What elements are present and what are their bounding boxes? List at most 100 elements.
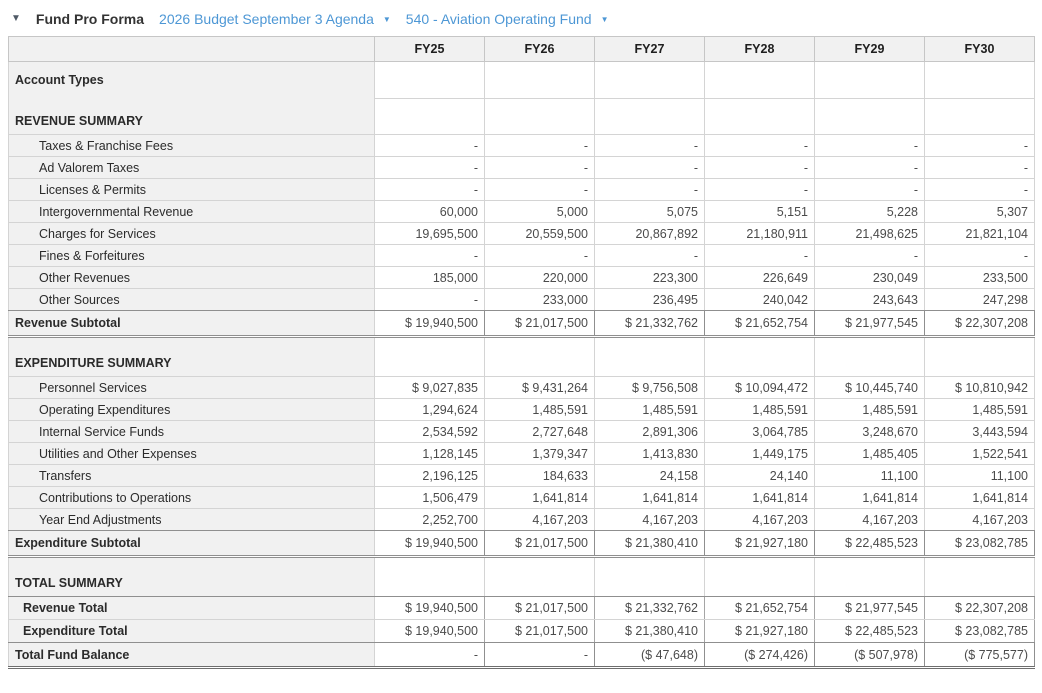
cell-value: 230,049 [814, 266, 925, 289]
cell-value: 4,167,203 [924, 508, 1035, 531]
table-row: Charges for Services 19,695,500 20,559,500… [8, 222, 1035, 245]
table-row: Revenue Subtotal $ 19,940,500 $ 21,017,500… [8, 310, 1035, 338]
cell-value [594, 336, 705, 377]
cell-value: 2,727,648 [484, 420, 595, 443]
cell-value: - [374, 134, 485, 157]
cell-value: 1,294,624 [374, 398, 485, 421]
table-row: Operating Expenditures 1,294,624 1,485,591… [8, 398, 1035, 421]
cell-value: 1,413,830 [594, 442, 705, 465]
cell-value: 1,449,175 [704, 442, 815, 465]
cell-value: ($ 775,577) [924, 642, 1035, 669]
cell-value: 1,641,814 [924, 486, 1035, 509]
cell-value: $ 21,017,500 [484, 530, 595, 558]
cell-value: 236,495 [594, 288, 705, 311]
table-row: Expenditure Total $ 19,940,500 $ 21,017,50… [8, 619, 1035, 643]
cell-value: ($ 47,648) [594, 642, 705, 669]
cell-value: $ 21,977,545 [814, 310, 925, 338]
cell-value: - [814, 156, 925, 179]
cell-value [374, 556, 485, 597]
cell-value [924, 98, 1035, 135]
table-row: Intergovernmental Revenue 60,000 5,000 5,07… [8, 200, 1035, 223]
row-label: Taxes & Franchise Fees [8, 134, 375, 157]
cell-value: 185,000 [374, 266, 485, 289]
cell-value: 1,522,541 [924, 442, 1035, 465]
cell-value: $ 10,094,472 [704, 376, 815, 399]
column-header: FY29 [814, 36, 925, 62]
row-label: Intergovernmental Revenue [8, 200, 375, 223]
cell-value: - [814, 244, 925, 267]
corner-header [8, 36, 375, 62]
column-header: FY28 [704, 36, 815, 62]
cell-value: - [374, 642, 485, 669]
page-title: Fund Pro Forma [35, 11, 145, 27]
cell-value: - [374, 288, 485, 311]
cell-value [704, 336, 815, 377]
cell-value: 60,000 [374, 200, 485, 223]
column-header: FY26 [484, 36, 595, 62]
fund-dropdown-label: 540 - Aviation Operating Fund [405, 11, 592, 27]
collapse-icon[interactable]: ▼ [11, 13, 21, 24]
cell-value [924, 336, 1035, 377]
row-label: Other Revenues [8, 266, 375, 289]
cell-value: $ 21,380,410 [594, 530, 705, 558]
table-row: Total Fund Balance - - ($ 47,648) ($ 274,426… [8, 642, 1035, 669]
cell-value: - [484, 134, 595, 157]
cell-value: 233,500 [924, 266, 1035, 289]
cell-value: 24,140 [704, 464, 815, 487]
cell-value [484, 336, 595, 377]
cell-value: 1,485,591 [594, 398, 705, 421]
cell-value: $ 23,082,785 [924, 619, 1035, 643]
cell-value: 1,485,591 [704, 398, 815, 421]
table-row: Personnel Services $ 9,027,835 $ 9,431,264… [8, 376, 1035, 399]
section-row: TOTAL SUMMARY [8, 556, 1035, 597]
row-label: Charges for Services [8, 222, 375, 245]
row-label: Revenue Subtotal [8, 310, 375, 338]
cell-value: - [814, 178, 925, 201]
cell-value: 2,196,125 [374, 464, 485, 487]
cell-value: 5,075 [594, 200, 705, 223]
cell-value: 4,167,203 [704, 508, 815, 531]
cell-value: 1,485,591 [814, 398, 925, 421]
cell-value [814, 556, 925, 597]
cell-value: 1,506,479 [374, 486, 485, 509]
cell-value: 1,128,145 [374, 442, 485, 465]
fund-dropdown[interactable]: 540 - Aviation Operating Fund ▼ [406, 11, 609, 27]
cell-value: $ 21,927,180 [704, 530, 815, 558]
cell-value: - [814, 134, 925, 157]
row-label: EXPENDITURE SUMMARY [8, 336, 375, 377]
cell-value: 21,498,625 [814, 222, 925, 245]
cell-value [704, 61, 815, 99]
cell-value: - [594, 178, 705, 201]
table-header-row: FY25 FY26 FY27 FY28 FY29 FY30 [8, 36, 1035, 62]
cell-value: 184,633 [484, 464, 595, 487]
row-label: Total Fund Balance [8, 642, 375, 669]
pro-forma-table: FY25 FY26 FY27 FY28 FY29 FY30 Account Types RE… [8, 36, 1035, 669]
cell-value: ($ 274,426) [704, 642, 815, 669]
cell-value: 21,821,104 [924, 222, 1035, 245]
cell-value: $ 19,940,500 [374, 596, 485, 620]
cell-value: - [704, 244, 815, 267]
cell-value: $ 10,445,740 [814, 376, 925, 399]
cell-value: - [374, 156, 485, 179]
cell-value: 2,534,592 [374, 420, 485, 443]
row-label: Revenue Total [8, 596, 375, 620]
cell-value [484, 556, 595, 597]
cell-value: 247,298 [924, 288, 1035, 311]
cell-value: 1,379,347 [484, 442, 595, 465]
cell-value: $ 21,017,500 [484, 310, 595, 338]
cell-value: $ 21,332,762 [594, 596, 705, 620]
cell-value: 20,867,892 [594, 222, 705, 245]
cell-value: $ 22,485,523 [814, 530, 925, 558]
cell-value [704, 98, 815, 135]
cell-value: 1,641,814 [484, 486, 595, 509]
cell-value: 3,443,594 [924, 420, 1035, 443]
cell-value: 5,151 [704, 200, 815, 223]
budget-dropdown[interactable]: 2026 Budget September 3 Agenda ▼ [159, 11, 391, 27]
cell-value: $ 9,431,264 [484, 376, 595, 399]
cell-value: 20,559,500 [484, 222, 595, 245]
cell-value: - [594, 134, 705, 157]
table-row: Fines & Forfeitures - - - - - - [8, 244, 1035, 267]
cell-value [374, 61, 485, 99]
table-row: Expenditure Subtotal $ 19,940,500 $ 21,017… [8, 530, 1035, 558]
